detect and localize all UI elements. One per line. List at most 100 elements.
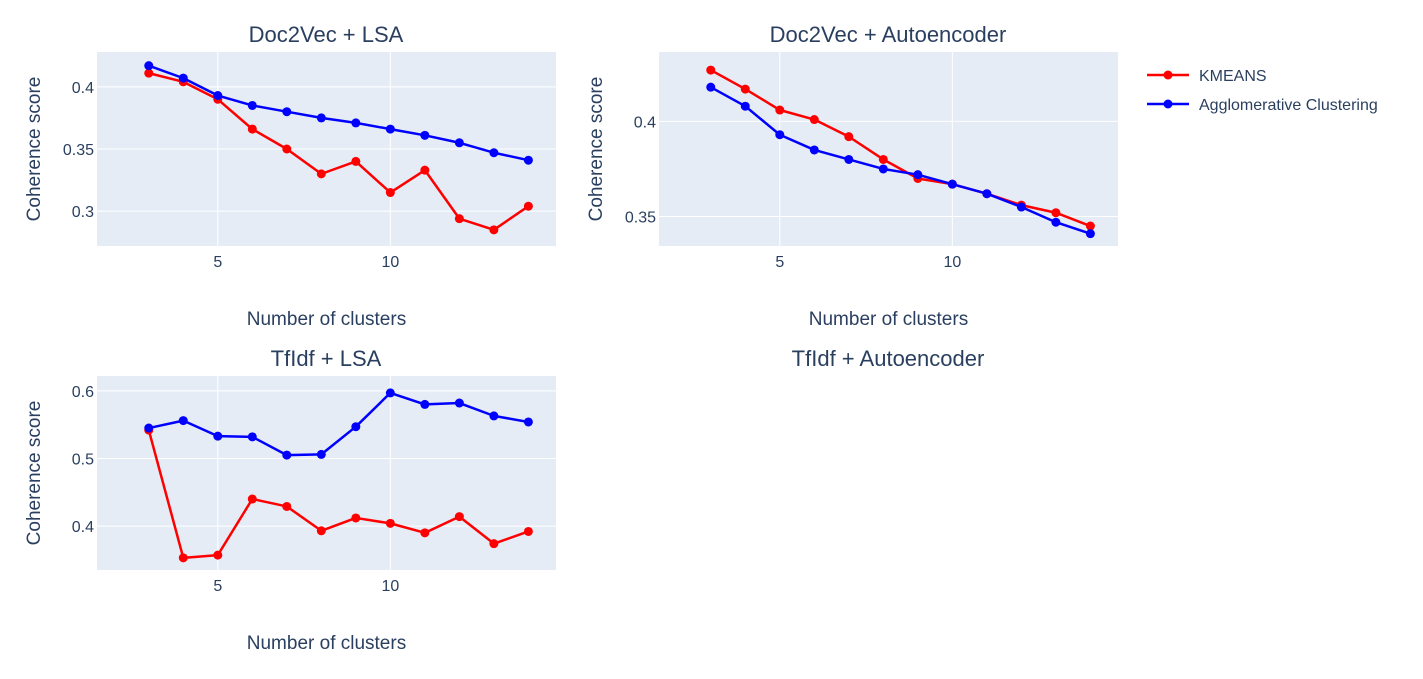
y-tick-label: 0.4: [72, 519, 94, 536]
data-point-kmeans: [247, 124, 257, 134]
subplot-title: TfIdf + Autoencoder: [792, 346, 985, 371]
data-point-agglomerative-clustering: [282, 450, 292, 460]
data-point-kmeans: [144, 68, 154, 78]
subplot-4: TfIdf + Autoencoder: [792, 346, 985, 371]
x-tick-label: 10: [381, 254, 399, 271]
y-tick-label: 0.35: [625, 210, 656, 227]
data-point-agglomerative-clustering: [178, 73, 188, 83]
plot-area: [97, 376, 556, 570]
data-point-agglomerative-clustering: [144, 61, 154, 71]
data-point-kmeans: [1051, 208, 1061, 218]
data-point-agglomerative-clustering: [523, 417, 533, 427]
data-point-kmeans: [454, 214, 464, 224]
subplot-title: TfIdf + LSA: [271, 346, 382, 371]
y-tick-label: 0.4: [72, 80, 94, 97]
data-point-kmeans: [282, 501, 292, 511]
subplot-3: TfIdf + LSA 5 10 0.4 0.5 0.6 Number of cluster…: [24, 346, 556, 654]
legend-item-kmeans[interactable]: KMEANS: [1147, 68, 1267, 85]
legend-label: Agglomerative Clustering: [1199, 97, 1378, 114]
data-point-agglomerative-clustering: [385, 388, 395, 398]
data-point-agglomerative-clustering: [213, 431, 223, 441]
data-point-kmeans: [740, 84, 750, 94]
x-axis-title: Number of clusters: [247, 633, 406, 654]
data-point-kmeans: [523, 201, 533, 211]
data-point-kmeans: [454, 512, 464, 522]
data-point-agglomerative-clustering: [316, 113, 326, 123]
data-point-agglomerative-clustering: [420, 130, 430, 140]
series-line-kmeans: [147, 429, 529, 560]
legend: KMEANS Agglomerative Clustering: [1147, 68, 1378, 114]
x-axis-title: Number of clusters: [247, 309, 406, 330]
data-point-kmeans: [282, 144, 292, 154]
legend-item-agglomerative-clustering[interactable]: Agglomerative Clustering: [1147, 97, 1378, 114]
data-point-agglomerative-clustering: [523, 155, 533, 165]
x-tick-label: 5: [213, 254, 222, 271]
y-tick-label: 0.4: [634, 114, 656, 131]
data-point-kmeans: [247, 494, 257, 504]
data-point-kmeans: [420, 165, 430, 175]
data-point-agglomerative-clustering: [316, 449, 326, 459]
data-point-kmeans: [385, 518, 395, 528]
data-point-agglomerative-clustering: [1016, 202, 1026, 212]
data-point-agglomerative-clustering: [1051, 217, 1061, 227]
data-point-kmeans: [385, 188, 395, 198]
data-point-agglomerative-clustering: [385, 124, 395, 134]
y-axis-title: Coherence score: [24, 77, 45, 222]
data-point-kmeans: [878, 154, 888, 164]
y-axis-title: Coherence score: [586, 77, 607, 222]
data-point-agglomerative-clustering: [247, 432, 257, 442]
subplot-1: Doc2Vec + LSA 5 10 0.3 0.35 0.4 Number of clus…: [24, 22, 556, 330]
y-tick-label: 0.5: [72, 451, 94, 468]
subplot-2: Doc2Vec + Autoencoder 5 10 0.35 0.4 Number of…: [586, 22, 1118, 330]
data-point-agglomerative-clustering: [1085, 229, 1095, 239]
data-point-kmeans: [316, 526, 326, 536]
data-point-agglomerative-clustering: [144, 423, 154, 433]
data-point-agglomerative-clustering: [351, 118, 361, 128]
x-tick-label: 10: [943, 254, 961, 271]
series-line-kmeans: [710, 68, 1091, 228]
data-point-kmeans: [489, 225, 499, 235]
x-tick-label: 5: [213, 578, 222, 595]
legend-label: KMEANS: [1199, 68, 1267, 85]
data-point-kmeans: [706, 65, 716, 75]
data-point-kmeans: [178, 553, 188, 563]
data-point-kmeans: [351, 513, 361, 523]
data-point-agglomerative-clustering: [844, 154, 854, 164]
series-line-agglomerative-clustering: [148, 391, 529, 457]
data-point-agglomerative-clustering: [282, 107, 292, 117]
data-point-kmeans: [213, 550, 223, 560]
data-point-kmeans: [420, 528, 430, 538]
data-point-agglomerative-clustering: [213, 91, 223, 101]
y-tick-label: 0.35: [63, 142, 94, 159]
series-line-agglomerative-clustering: [710, 86, 1091, 235]
data-point-agglomerative-clustering: [982, 189, 992, 199]
data-point-agglomerative-clustering: [489, 411, 499, 421]
data-point-agglomerative-clustering: [178, 416, 188, 426]
data-point-agglomerative-clustering: [740, 101, 750, 111]
series-line-agglomerative-clustering: [148, 64, 529, 162]
data-point-agglomerative-clustering: [947, 179, 957, 189]
data-point-agglomerative-clustering: [775, 130, 785, 140]
data-point-kmeans: [844, 132, 854, 142]
data-point-kmeans: [351, 156, 361, 166]
x-axis-title: Number of clusters: [809, 309, 968, 330]
y-tick-label: 0.3: [72, 204, 94, 221]
data-point-kmeans: [1085, 221, 1095, 231]
subplot-title: Doc2Vec + LSA: [249, 22, 404, 47]
data-point-agglomerative-clustering: [247, 100, 257, 110]
data-point-kmeans: [809, 115, 819, 125]
x-tick-label: 10: [381, 578, 399, 595]
data-point-kmeans: [316, 169, 326, 179]
data-point-kmeans: [775, 105, 785, 115]
y-tick-label: 0.6: [72, 384, 94, 401]
legend-swatch-marker: [1163, 70, 1173, 80]
subplot-title: Doc2Vec + Autoencoder: [770, 22, 1007, 47]
data-point-agglomerative-clustering: [420, 399, 430, 409]
y-axis-title: Coherence score: [24, 401, 45, 546]
data-point-agglomerative-clustering: [454, 398, 464, 408]
data-point-agglomerative-clustering: [706, 82, 716, 92]
data-point-kmeans: [523, 526, 533, 536]
data-point-agglomerative-clustering: [913, 170, 923, 180]
data-point-agglomerative-clustering: [878, 164, 888, 174]
